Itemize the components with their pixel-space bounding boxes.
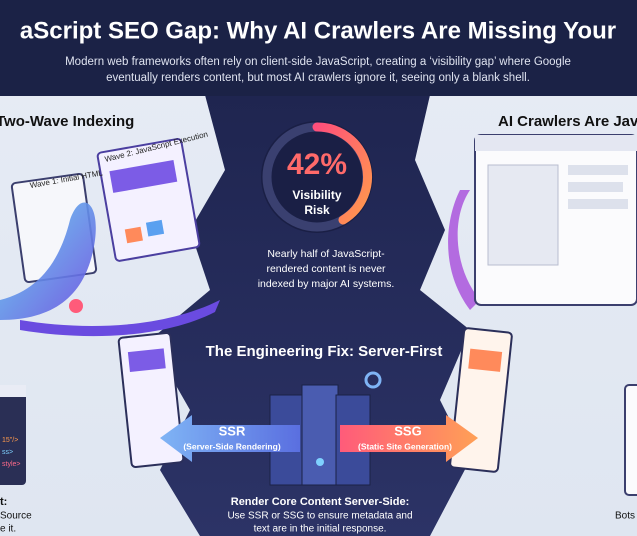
subtitle: eventually renders content, but most AI …: [106, 72, 530, 84]
ssr-sub: (Server-Side Rendering): [183, 441, 280, 451]
code-line: ss>: [2, 449, 13, 456]
code-panel: [0, 385, 26, 485]
caption: text are in the initial response.: [254, 524, 387, 535]
gauge: [261, 121, 373, 233]
fix-illustration: [117, 327, 513, 486]
wave-illustration: [0, 138, 220, 337]
section-title: Two-Wave Indexing: [0, 113, 134, 130]
description: Nearly half of JavaScript-: [267, 248, 385, 260]
description: indexed by major AI systems.: [258, 278, 395, 290]
stat-label: Risk: [304, 203, 330, 217]
subtitle: Modern web frameworks often rely on clie…: [65, 56, 571, 68]
stat-label: Visibility: [292, 188, 341, 202]
caption: Source: [0, 511, 32, 522]
ssr-label: SSR: [219, 423, 246, 438]
browser-illustration: [448, 134, 637, 496]
caption-title: Render Core Content Server-Side:: [231, 496, 409, 508]
section-title: The Engineering Fix: Server-First: [206, 343, 443, 360]
description: rendered content is never: [266, 263, 386, 275]
ssg-label: SSG: [394, 423, 421, 438]
code-line: 15"/>: [2, 437, 18, 444]
caption: Use SSR or SSG to ensure metadata and: [227, 511, 412, 522]
section-title: AI Crawlers Are Jav: [498, 113, 637, 130]
title: aScript SEO Gap: Why AI Crawlers Are Mis…: [20, 17, 616, 44]
caption: e it.: [0, 524, 16, 535]
stat: 42%: [287, 148, 347, 181]
code-line: style>: [2, 461, 20, 468]
caption: t:: [0, 496, 7, 508]
ssg-sub: (Static Site Generation): [358, 441, 452, 451]
caption: Bots: [615, 511, 635, 522]
